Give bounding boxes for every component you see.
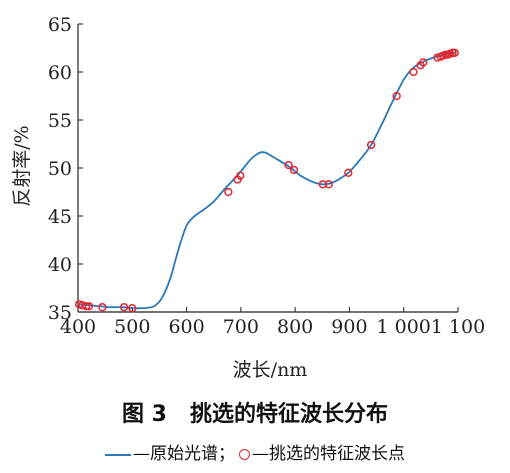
selected-wavelength-point (98, 303, 107, 312)
y-tick-label: 45 (48, 206, 72, 228)
y-tick-label: 65 (48, 14, 72, 36)
y-tick-label: 60 (48, 62, 72, 84)
y-tick-label: 35 (48, 302, 72, 324)
selected-wavelength-point (81, 302, 91, 311)
figure-number: 图 3 (122, 402, 167, 427)
x-tick-label: 900 (331, 316, 367, 338)
selected-wavelength-point (84, 302, 94, 311)
y-axis-label: 反射率/% (11, 125, 33, 206)
figure-title: 挑选的特征波长分布 (189, 402, 388, 427)
figure-caption: 图 3 挑选的特征波长分布 (0, 396, 510, 428)
y-tick-label: 55 (48, 110, 72, 132)
selected-wavelength-point (284, 160, 293, 170)
legend-line-swatch (105, 453, 131, 456)
x-tick-label: 700 (223, 316, 259, 338)
x-axis-label: 波长/nm (233, 359, 308, 381)
selected-wavelength-point (236, 171, 245, 180)
selected-wavelength-point (128, 304, 137, 313)
x-tick-label: 1 000 (377, 316, 431, 338)
x-tick-label: 1 100 (431, 316, 485, 338)
y-tick-label: 50 (48, 158, 72, 180)
selected-wavelength-point (419, 58, 428, 67)
legend-marker-swatch (239, 449, 250, 460)
selected-wavelength-point (450, 48, 459, 57)
selected-wavelength-point (366, 140, 376, 150)
spectrum-chart: 400 500 600 700 800 900 1 000 1 100 35 40 45 50 55 60… (11, 14, 485, 381)
x-tick-label: 500 (114, 316, 150, 338)
y-tick-label: 40 (48, 254, 72, 276)
legend-marker-label: —挑选的特征波长点 (252, 444, 405, 464)
chart-plot-area (74, 48, 459, 313)
x-tick-label: 400 (60, 316, 96, 338)
selected-wavelength-point (324, 180, 333, 189)
selected-wavelength-point (289, 165, 299, 175)
legend-line-label: —原始光谱； (133, 444, 235, 464)
chart-axes (77, 24, 458, 313)
selected-wavelength-point (318, 180, 327, 189)
spectrum-line (77, 51, 456, 310)
selected-wavelength-point (392, 91, 401, 101)
selected-wavelength-point (224, 187, 233, 197)
x-tick-label: 800 (277, 316, 313, 338)
selected-wavelength-point (409, 67, 418, 77)
x-tick-label: 600 (168, 316, 204, 338)
selected-wavelength-point (344, 168, 353, 177)
selected-wavelength-point (119, 303, 129, 312)
chart-ticks: 400 500 600 700 800 900 1 000 1 100 35 40 45 50 55 60… (48, 14, 485, 338)
chart-legend: —原始光谱； —挑选的特征波长点 (0, 439, 510, 464)
